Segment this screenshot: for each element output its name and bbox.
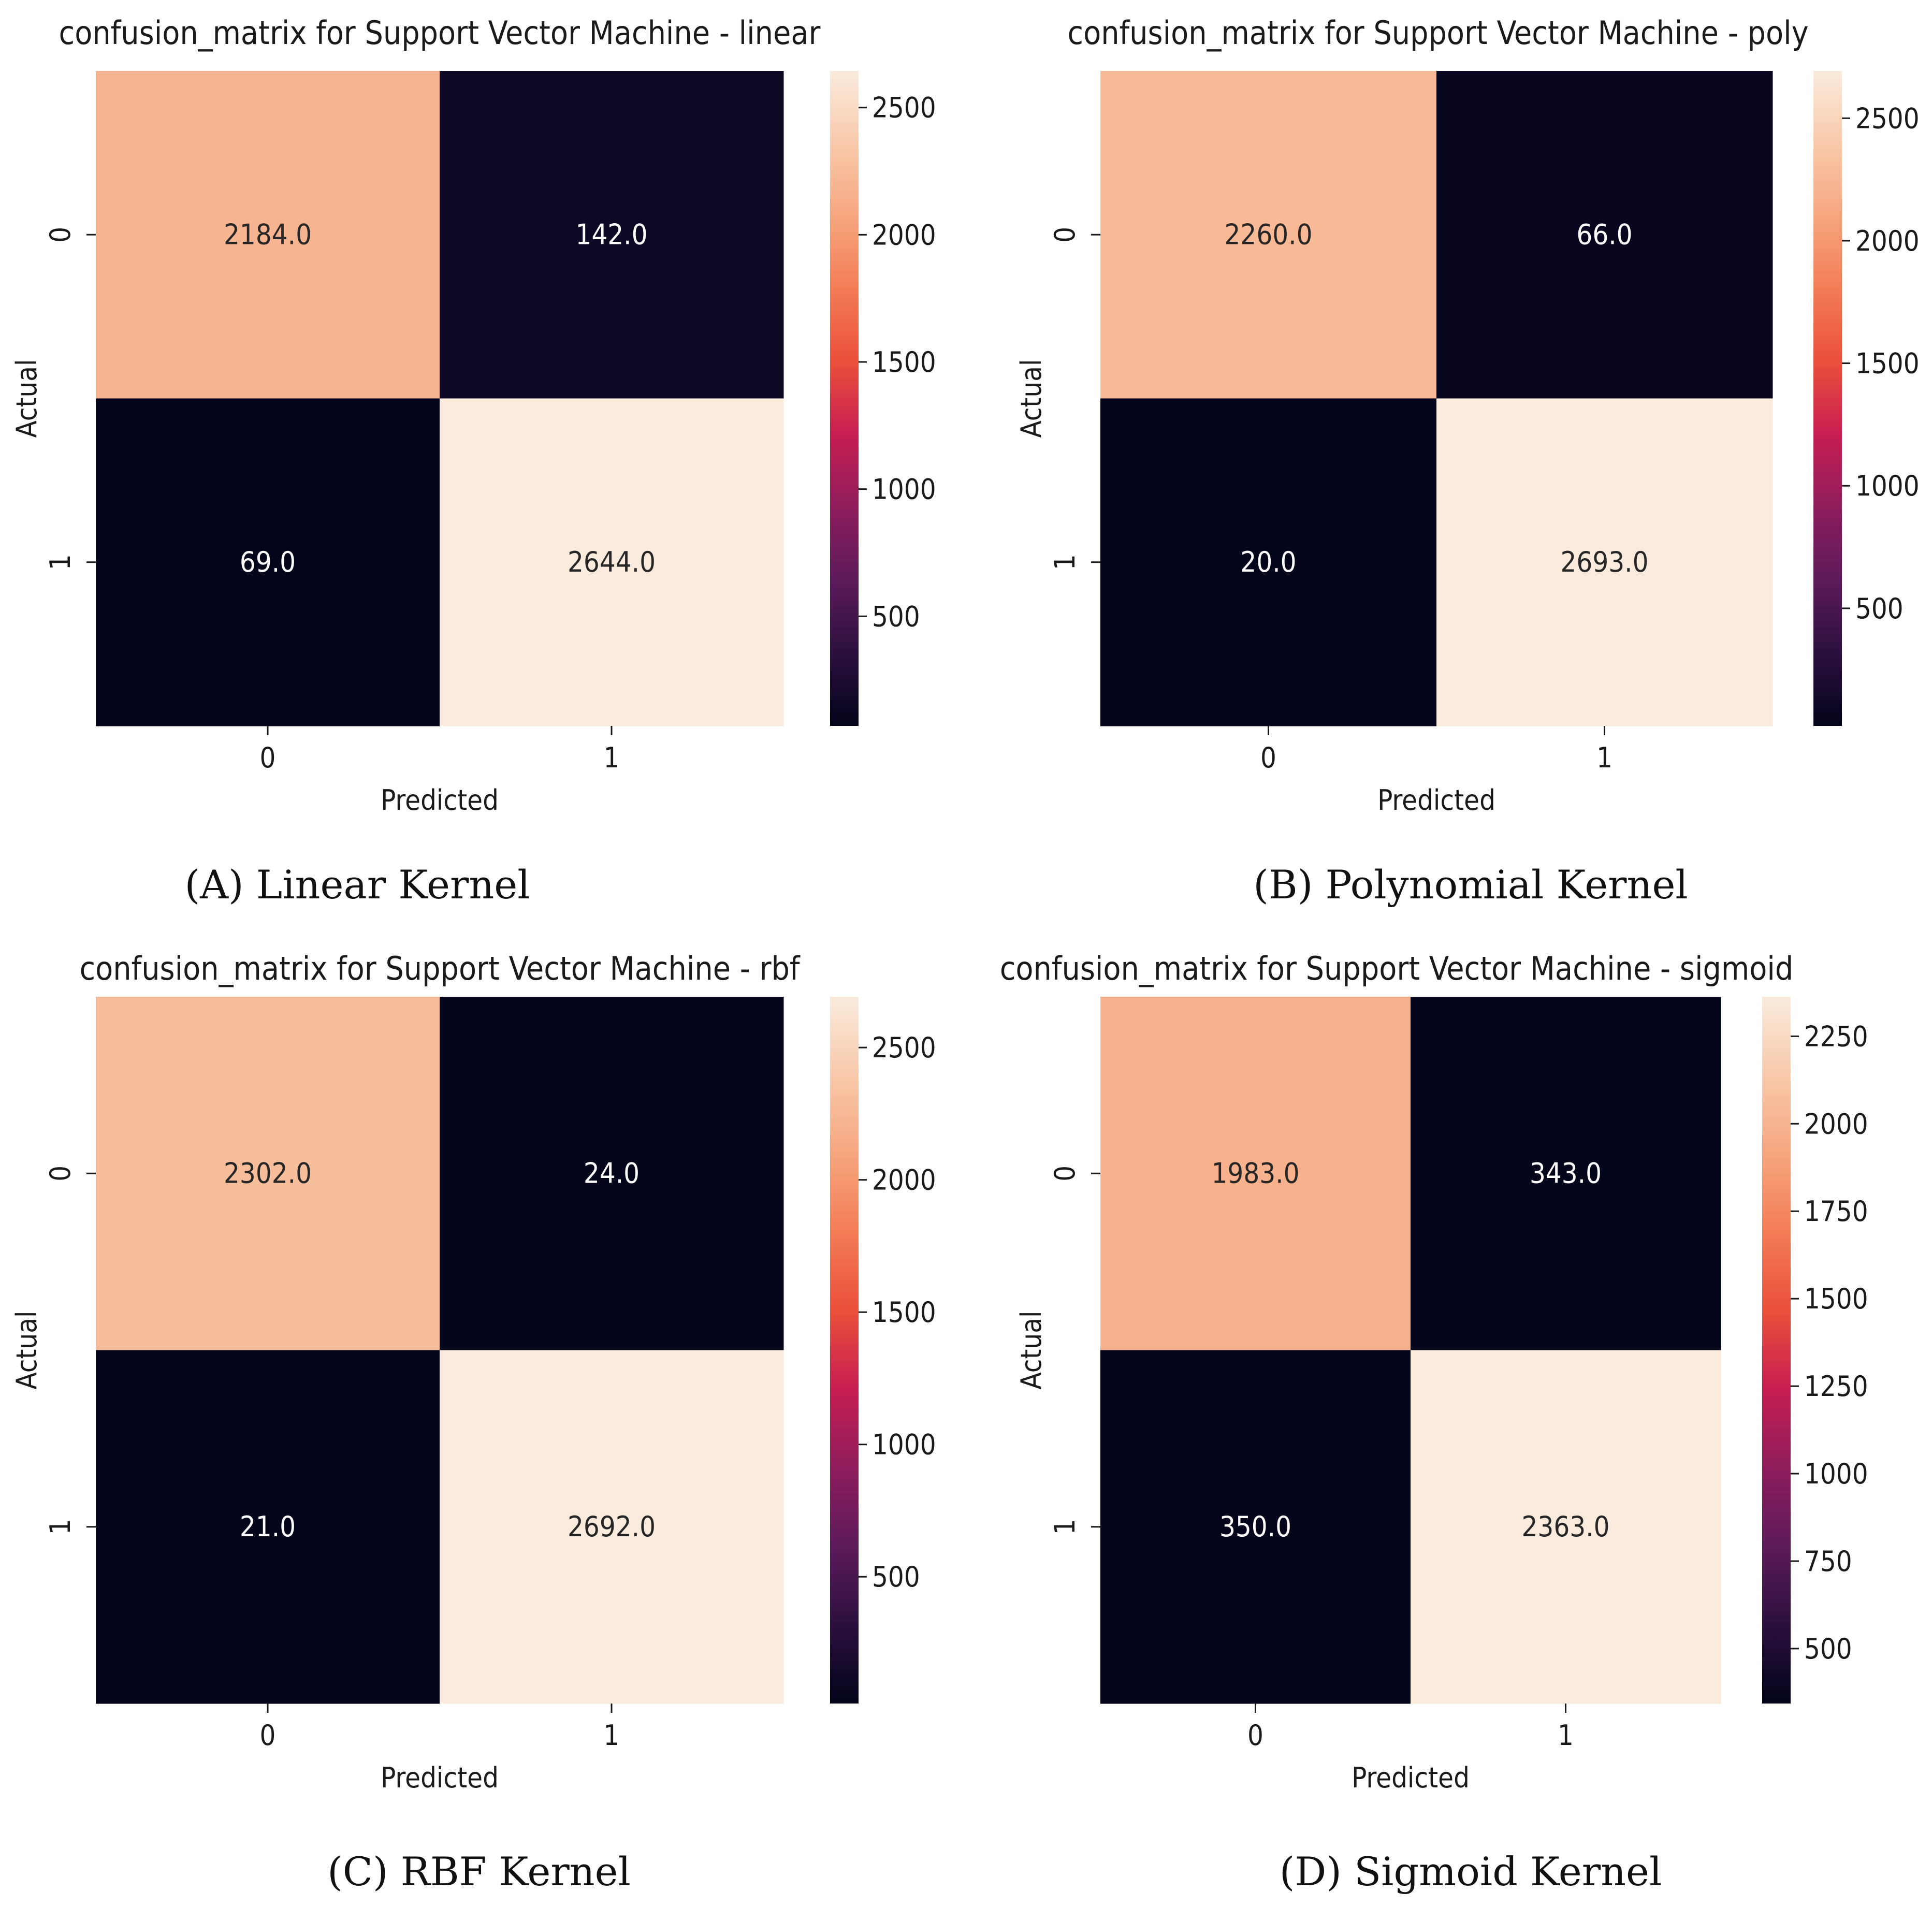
heatmap-cell: [1100, 997, 1411, 1350]
colorbar-tick-label: 1000: [872, 1429, 936, 1461]
heatmap-cell: [1100, 1350, 1411, 1704]
colorbar-tick-label: 1000: [872, 473, 936, 506]
y-tick-label: 0: [1049, 1166, 1081, 1182]
panel-caption: (A) Linear Kernel: [184, 862, 530, 908]
colorbar: [830, 71, 859, 726]
chart-title: confusion_matrix for Support Vector Mach…: [1067, 14, 1808, 52]
colorbar-tick-label: 2000: [872, 219, 936, 251]
colorbar-tick-label: 1250: [1804, 1370, 1868, 1403]
cell-value-label: 69.0: [240, 546, 296, 578]
y-tick-label: 0: [44, 227, 77, 243]
cell-value-label: 2693.0: [1561, 546, 1649, 578]
heatmap-cell: [96, 398, 440, 726]
y-axis-label: Actual: [10, 1311, 43, 1389]
y-tick-label: 1: [1049, 1519, 1081, 1535]
colorbar-tick-label: 2000: [1855, 225, 1920, 257]
x-tick-label: 0: [260, 741, 276, 774]
chart-title: confusion_matrix for Support Vector Mach…: [1000, 950, 1794, 987]
cell-value-label: 2363.0: [1522, 1510, 1610, 1543]
y-tick-label: 0: [1049, 227, 1081, 243]
heatmap-panel-3: confusion_matrix for Support Vector Mach…: [10, 950, 936, 1895]
y-axis-label: Actual: [1015, 1311, 1048, 1389]
x-tick-label: 0: [1247, 1719, 1263, 1752]
colorbar-tick-label: 2500: [872, 92, 936, 124]
x-tick-label: 1: [604, 1719, 620, 1752]
colorbar-tick-label: 1500: [1804, 1283, 1868, 1315]
heatmap-cell: [440, 398, 784, 726]
colorbar-tick-label: 2500: [1855, 102, 1920, 135]
x-axis-label: Predicted: [1377, 784, 1495, 817]
chart-title: confusion_matrix for Support Vector Mach…: [59, 14, 821, 52]
colorbar-tick-label: 500: [872, 600, 920, 633]
cell-value-label: 2184.0: [224, 218, 312, 251]
colorbar: [830, 997, 859, 1704]
colorbar-tick-label: 1500: [872, 1296, 936, 1329]
colorbar-tick-label: 1500: [1855, 347, 1920, 380]
x-tick-label: 1: [1558, 1719, 1574, 1752]
cell-value-label: 66.0: [1576, 218, 1632, 251]
chart-title: confusion_matrix for Support Vector Mach…: [79, 950, 800, 987]
panel-caption: (D) Sigmoid Kernel: [1280, 1848, 1662, 1895]
colorbar-tick-label: 2250: [1804, 1020, 1868, 1053]
colorbar-tick-label: 500: [1804, 1633, 1852, 1665]
heatmap-panel-2: confusion_matrix for Support Vector Mach…: [1015, 14, 1920, 908]
cell-value-label: 2644.0: [568, 546, 656, 578]
heatmap-panel-1: confusion_matrix for Support Vector Mach…: [10, 14, 936, 908]
y-tick-label: 1: [1049, 554, 1081, 570]
cell-value-label: 20.0: [1240, 546, 1296, 578]
colorbar-tick-label: 750: [1804, 1545, 1852, 1578]
cell-value-label: 2692.0: [568, 1510, 656, 1543]
cell-value-label: 21.0: [240, 1510, 296, 1543]
heatmap-cell: [1411, 1350, 1721, 1704]
colorbar-tick-label: 2500: [872, 1031, 936, 1064]
x-axis-label: Predicted: [381, 1762, 499, 1794]
y-axis-label: Actual: [10, 359, 43, 438]
y-axis-label: Actual: [1015, 359, 1048, 438]
colorbar: [1813, 71, 1842, 726]
colorbar-tick-label: 1750: [1804, 1195, 1868, 1228]
cell-value-label: 142.0: [575, 218, 647, 251]
heatmap-cell: [440, 1350, 784, 1704]
heatmap-cell: [440, 71, 784, 399]
x-tick-label: 1: [1596, 741, 1613, 774]
panel-caption: (C) RBF Kernel: [327, 1848, 631, 1895]
cell-value-label: 2302.0: [224, 1157, 312, 1189]
cell-value-label: 24.0: [584, 1157, 640, 1189]
colorbar-tick-label: 2000: [1804, 1108, 1868, 1140]
cell-value-label: 343.0: [1530, 1157, 1602, 1189]
heatmap-cell: [1436, 71, 1773, 399]
colorbar-tick-label: 500: [1855, 592, 1904, 625]
heatmap-cell: [96, 71, 440, 399]
heatmap-cell: [440, 997, 784, 1350]
x-axis-label: Predicted: [1352, 1762, 1470, 1794]
heatmap-cell: [96, 1350, 440, 1704]
heatmap-cell: [96, 997, 440, 1350]
heatmap-cell: [1100, 398, 1437, 726]
heatmap-panel-4: confusion_matrix for Support Vector Mach…: [1000, 950, 1868, 1895]
x-tick-label: 0: [1260, 741, 1276, 774]
heatmap-cell: [1436, 398, 1773, 726]
cell-value-label: 350.0: [1219, 1510, 1291, 1543]
heatmap-cell: [1411, 997, 1721, 1350]
colorbar-tick-label: 500: [872, 1561, 920, 1593]
colorbar-tick-label: 1500: [872, 346, 936, 379]
y-tick-label: 1: [44, 1519, 77, 1535]
y-tick-label: 0: [44, 1166, 77, 1182]
colorbar: [1762, 997, 1791, 1704]
cell-value-label: 1983.0: [1212, 1157, 1300, 1189]
y-tick-label: 1: [44, 554, 77, 570]
panel-caption: (B) Polynomial Kernel: [1253, 862, 1688, 908]
colorbar-tick-label: 1000: [1855, 470, 1920, 502]
x-tick-label: 0: [260, 1719, 276, 1752]
cell-value-label: 2260.0: [1225, 218, 1313, 251]
heatmap-cell: [1100, 71, 1437, 399]
colorbar-tick-label: 2000: [872, 1164, 936, 1197]
colorbar-tick-label: 1000: [1804, 1458, 1868, 1490]
x-tick-label: 1: [604, 741, 620, 774]
x-axis-label: Predicted: [381, 784, 499, 817]
